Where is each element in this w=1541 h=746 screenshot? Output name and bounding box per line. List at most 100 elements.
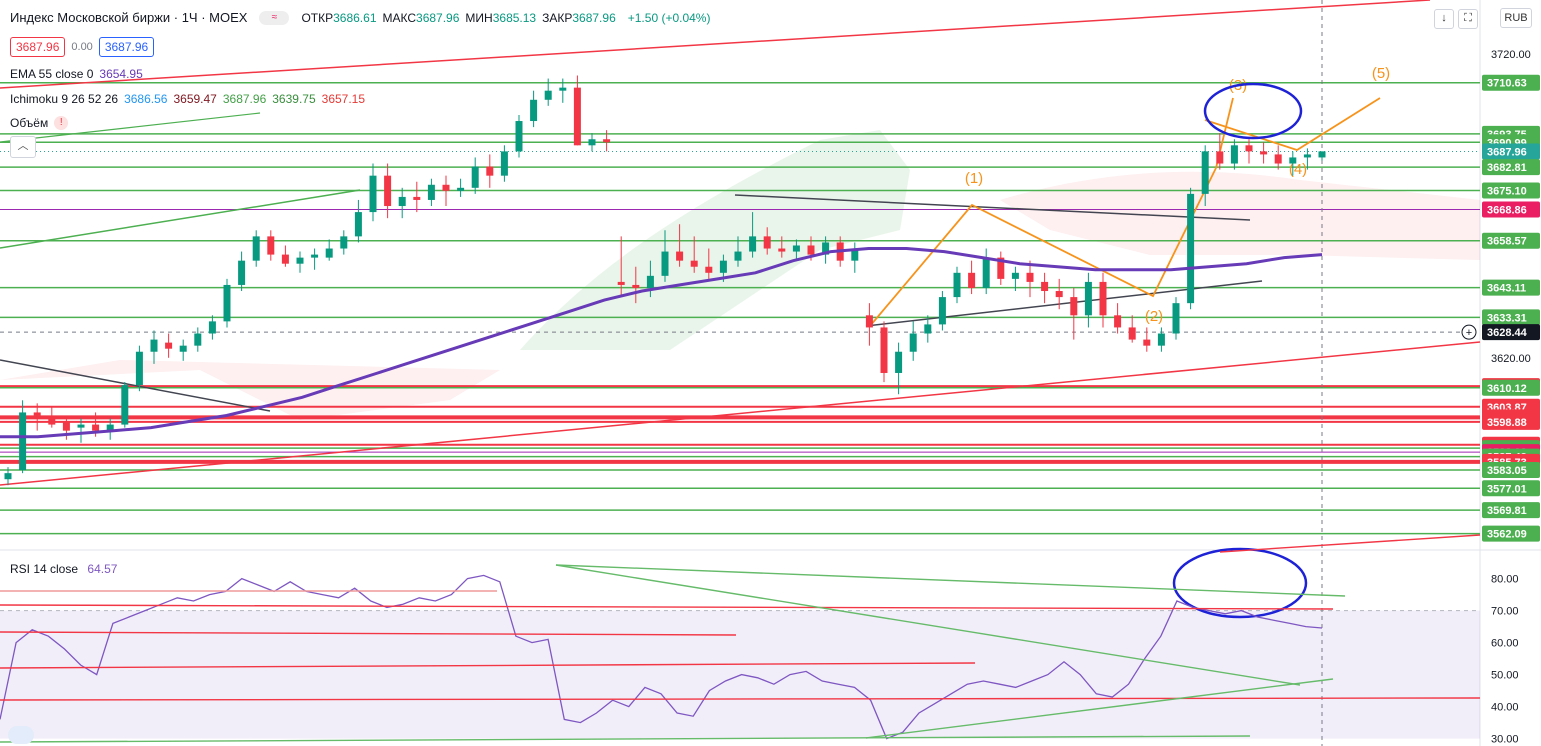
candle-body (530, 99, 538, 122)
candle-body (311, 254, 319, 258)
candle-body (238, 260, 246, 285)
candle-body (1011, 272, 1019, 279)
candle-body (719, 260, 727, 273)
candle-body (778, 248, 786, 252)
candle-body (296, 257, 304, 264)
candle-body (705, 266, 713, 273)
chevron-up-icon: ︿ (17, 140, 29, 152)
ohlc-label: ЗАКР (542, 10, 573, 25)
rsi-horizontal-line (0, 631, 737, 636)
buy-button[interactable]: 3687.96 (98, 37, 155, 57)
rsi-trend-line-red (1219, 534, 1481, 553)
crosshair-plus-icon (1461, 324, 1477, 340)
price-level-label: 3569.81 (1487, 505, 1527, 517)
trend-line-dark-upper (734, 194, 1251, 221)
rsi-axis-label: 70.00 (1491, 606, 1519, 618)
annotation-ellipse (1203, 82, 1303, 140)
volume-legend[interactable]: Объём ! (10, 116, 69, 130)
price-level-label: 3668.86 (1487, 204, 1527, 216)
ichimoku-value-span-b: 3657.15 (321, 92, 366, 106)
candle-body (121, 385, 129, 425)
chart-header: Индекс Московской биржи · 1Ч · MOEX ≈ ОТ… (10, 10, 710, 25)
ohlc-label: ОТКР (301, 10, 334, 25)
flag-icon[interactable]: ≈ (259, 10, 290, 25)
wave-label: (2) (1145, 308, 1163, 325)
trend-line-dark-left (0, 359, 271, 412)
candle-body (792, 245, 800, 252)
candle-body (179, 345, 187, 352)
candle-body (165, 342, 173, 349)
candle-body (880, 327, 888, 373)
wave-label: (4) (1289, 161, 1307, 178)
price-level-label: 3628.44 (1487, 327, 1528, 339)
candle-body (865, 315, 873, 328)
candle-body (559, 87, 567, 91)
candle-body (603, 139, 611, 143)
crosshair-plus-glyph: + (1466, 327, 1472, 339)
candle-body (442, 184, 450, 191)
candle-body (48, 418, 56, 425)
price-level-tag (1482, 201, 1540, 218)
candle-body (413, 196, 421, 200)
trade-buttons: 3687.96 0.00 3687.96 (10, 37, 155, 57)
scroll-down-button[interactable]: ↓ (1434, 9, 1454, 29)
candle-body (676, 251, 684, 261)
price-level-tag (1482, 480, 1540, 497)
elliott-wave-line (869, 97, 1234, 327)
candle-body (340, 236, 348, 249)
price-axis-label: 3720.00 (1491, 49, 1531, 61)
candle-body (807, 245, 815, 255)
trend-line-top (0, 0, 1431, 89)
price-level-label: 3710.63 (1487, 78, 1527, 90)
candle-body (1099, 281, 1107, 316)
candle-body (982, 257, 990, 288)
candle-body (281, 254, 289, 264)
candle-body (267, 236, 275, 255)
candle-body (223, 284, 231, 322)
spread-value: 0.00 (71, 41, 93, 53)
ema-legend[interactable]: EMA 55 close 0 3654.95 (10, 67, 143, 81)
currency-button[interactable]: RUB (1500, 8, 1532, 28)
candle-body (1172, 303, 1180, 334)
fullscreen-button[interactable]: ⛶ (1458, 9, 1478, 29)
price-level-label: 3583.05 (1487, 465, 1527, 477)
price-level-label: 3675.10 (1487, 186, 1527, 198)
candle-body (1260, 151, 1268, 155)
volume-name: Объём (10, 116, 49, 130)
tradingview-logo-icon[interactable] (8, 726, 34, 744)
candle-body (1201, 151, 1209, 194)
price-level-tag (1482, 525, 1540, 542)
rsi-legend[interactable]: RSI 14 close 64.57 (10, 562, 117, 576)
candle-body (851, 248, 859, 261)
candle-body (1070, 297, 1078, 316)
ichimoku-legend[interactable]: Ichimoku 9 26 52 26 3686.56 3659.47 3687… (10, 92, 365, 106)
warning-icon[interactable]: ! (54, 116, 69, 130)
wave-label: (1) (965, 170, 983, 187)
trend-line-green-top (0, 112, 261, 143)
price-level-tag (1482, 309, 1540, 326)
collapse-legend-button[interactable]: ︿ (10, 136, 36, 158)
price-level-tag (1482, 461, 1540, 478)
candle-body (822, 242, 830, 255)
ohlc-label: МАКС (382, 10, 417, 25)
candle-body (734, 251, 742, 261)
rsi-axis-label: 80.00 (1491, 574, 1519, 586)
rsi-trend-line-green (555, 564, 1301, 686)
candle-body (486, 166, 494, 176)
price-level-tag (1482, 74, 1540, 91)
rsi-axis-label: 30.00 (1491, 734, 1519, 746)
price-axis-label: 3620.00 (1491, 353, 1531, 365)
rsi-trend-line-green (0, 735, 1251, 743)
candle-body (617, 281, 625, 285)
rsi-line (0, 574, 1323, 740)
rsi-horizontal-line (0, 662, 976, 669)
price-level-tag (1482, 324, 1540, 341)
sell-button[interactable]: 3687.96 (10, 37, 66, 57)
candle-body (646, 275, 654, 288)
candle-body (690, 260, 698, 267)
candle-body (384, 175, 392, 207)
candle-body (544, 90, 552, 100)
candle-body (924, 324, 932, 334)
symbol-title: Индекс Московской биржи · 1Ч · MOEX (10, 10, 248, 25)
